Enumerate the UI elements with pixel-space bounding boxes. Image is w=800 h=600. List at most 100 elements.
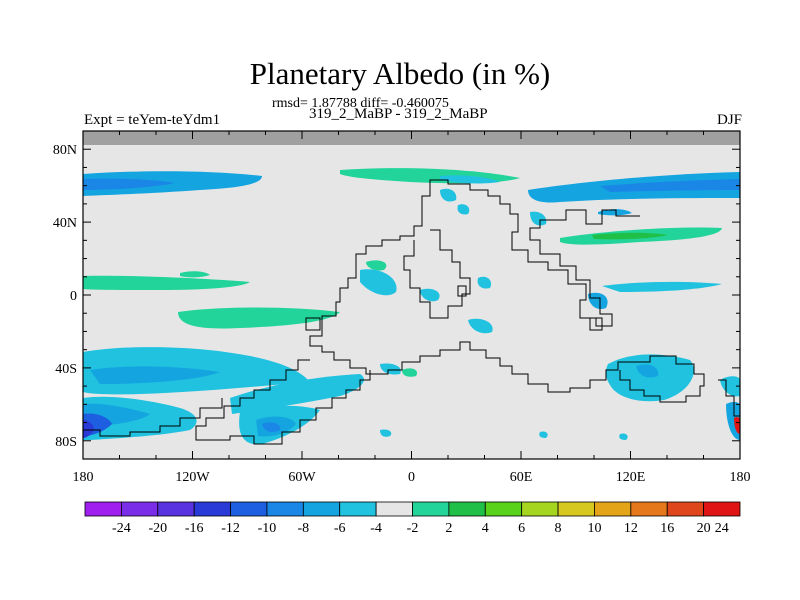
y-tick-label: 40N (53, 216, 77, 231)
colorbar-swatch (594, 501, 632, 517)
y-tick-label: 80S (55, 435, 77, 450)
anomaly-region (90, 366, 220, 384)
coastlines (83, 179, 740, 445)
anomaly-region (440, 175, 500, 184)
anomaly-region (83, 178, 175, 190)
anomaly-region (457, 204, 470, 215)
stats-text: rmsd= 1.87788 diff= -0.460075 (272, 96, 449, 111)
anomaly-region (230, 374, 364, 414)
coastline (309, 179, 630, 393)
anomaly-region (600, 179, 740, 192)
anomaly-region (178, 307, 340, 329)
colorbar-label: 10 (587, 521, 601, 536)
colorbar-label: -10 (258, 521, 277, 536)
colorbar-swatch (521, 501, 559, 517)
colorbar-swatch (157, 501, 195, 517)
anomaly-region (360, 269, 397, 296)
colorbar-label: -24 (112, 521, 131, 536)
x-tick-label: 120E (616, 470, 646, 485)
colorbar-label: 8 (555, 521, 562, 536)
anomaly-region (477, 276, 492, 289)
colorbar-swatch (375, 501, 413, 517)
coastline (83, 398, 223, 437)
coastline (403, 229, 471, 319)
chart-title: Planetary Albedo (in %) (249, 56, 551, 91)
colorbar-label: -12 (221, 521, 240, 536)
anomaly-region (734, 417, 740, 434)
anomaly-region (602, 281, 722, 292)
anomaly-region (636, 364, 659, 378)
colorbar-swatch (630, 501, 668, 517)
colorbar-swatch (666, 501, 705, 517)
colorbar-swatch (230, 501, 268, 517)
colorbar-swatch (339, 501, 377, 517)
anomaly-field (83, 168, 740, 445)
coastline (438, 179, 640, 327)
coastline (195, 359, 371, 445)
colorbar-swatch (412, 501, 450, 517)
colorbar-label: 12 (624, 521, 638, 536)
y-tick-label: 0 (70, 289, 77, 304)
anomaly-region (588, 292, 608, 310)
colorbar-swatch (302, 501, 341, 517)
coastline (619, 355, 705, 403)
colorbar-label: -4 (370, 521, 382, 536)
colorbar-swatch (703, 501, 741, 517)
y-tick-label: 80N (53, 143, 77, 158)
colorbar-label: -16 (185, 521, 204, 536)
colorbar-swatch (84, 501, 122, 517)
colorbar-swatch (448, 501, 486, 517)
x-tick-label: 60E (510, 470, 533, 485)
case-label: 319_2_MaBP - 319_2_MaBP (309, 106, 488, 122)
colorbar-swatch (266, 501, 304, 517)
anomaly-region (530, 211, 547, 226)
experiment-label: Expt = teYem-teYdm1 (84, 112, 221, 128)
season-label: DJF (716, 112, 742, 128)
colorbar-label: -6 (334, 521, 346, 536)
anomaly-region (468, 318, 493, 334)
colorbar-label: 4 (482, 521, 489, 536)
colorbar-swatch (193, 501, 231, 517)
anomaly-region (262, 422, 281, 432)
anomaly-region (592, 232, 668, 240)
coastline (718, 379, 740, 417)
anomaly-region (380, 363, 401, 375)
anomaly-region (619, 433, 628, 440)
anomaly-region (402, 368, 418, 377)
colorbar-label: 16 (660, 521, 674, 536)
colorbar-label: 2 (445, 521, 452, 536)
x-tick-label: 0 (408, 470, 415, 485)
colorbar-label: 20 (697, 521, 711, 536)
anomaly-region (539, 431, 548, 438)
anomaly-region (440, 188, 457, 202)
coastline (457, 285, 467, 297)
x-tick-label: 60W (288, 470, 316, 485)
colorbar-label: -20 (148, 521, 167, 536)
anomaly-region (605, 354, 694, 402)
anomaly-region (366, 260, 387, 271)
x-tick-label: 180 (730, 470, 751, 485)
coastline (589, 317, 603, 331)
colorbar-label: -8 (297, 521, 309, 536)
colorbar-swatch (557, 501, 595, 517)
colorbar-label: 24 (715, 521, 729, 536)
anomaly-region (598, 209, 632, 216)
anomaly-region (180, 271, 210, 278)
anomaly-region (380, 429, 392, 437)
colorbar-label: -2 (407, 521, 419, 536)
colorbar: -24 -20 -16 -12 -10 -8 -6 -4 -2 2 4 6 8 10 12 16 20 24 (84, 501, 741, 536)
colorbar-swatch (120, 501, 159, 517)
x-tick-label: 180 (73, 470, 94, 485)
x-tick-label: 120W (175, 470, 210, 485)
anomaly-region (83, 420, 94, 438)
y-tick-label: 40S (55, 362, 77, 377)
anomaly-region (83, 275, 250, 290)
axes: 180 120W 60W 0 60E 120E 180 80N 40N 0 40S 80S (53, 130, 751, 485)
colorbar-label: 6 (518, 521, 525, 536)
colorbar-swatch (484, 501, 523, 517)
anomaly-region (720, 376, 740, 397)
coastline (305, 317, 321, 331)
anomaly-region (83, 171, 262, 196)
anomaly-region (420, 288, 440, 302)
